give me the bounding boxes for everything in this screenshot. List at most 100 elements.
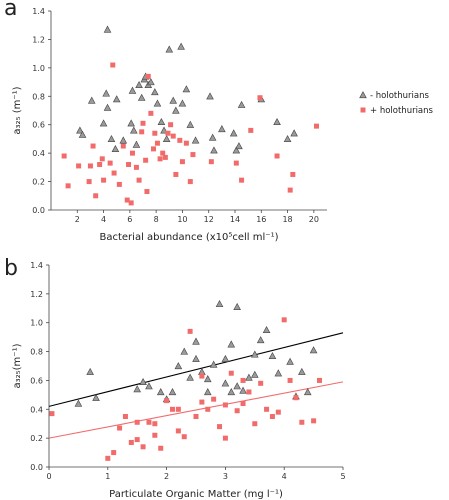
panel-b-point-minus-holothurians <box>186 373 194 381</box>
panel-b-point-minus-holothurians <box>203 375 212 383</box>
panel-a-point-plus-holothurians <box>208 159 214 165</box>
panel-a-point-plus-holothurians <box>120 143 126 149</box>
panel-a-point-plus-holothurians <box>99 156 105 162</box>
panel-a-point-plus-holothurians <box>274 153 280 159</box>
panel-b-point-plus-holothurians <box>246 389 252 395</box>
panel-b-point-minus-holothurians <box>268 351 277 360</box>
panel-b-x-axis-label: Particulate Organic Matter (mg l⁻¹) <box>109 489 283 500</box>
panel-b-point-minus-holothurians <box>227 388 236 396</box>
panel-a-x-tick-label: 8 <box>154 215 159 224</box>
panel-a-point-plus-holothurians <box>151 146 157 152</box>
panel-b-point-minus-holothurians <box>250 350 259 358</box>
panel-b-point-minus-holothurians <box>298 367 306 375</box>
panel-a-x-tick-label: 4 <box>101 215 106 224</box>
panel-b-point-minus-holothurians <box>139 377 147 385</box>
panel-a-y-tick-label: 0.8 <box>32 92 45 101</box>
panel-b-point-plus-holothurians <box>146 419 152 425</box>
panel-a-point-plus-holothurians <box>133 164 139 170</box>
panel-b-point-plus-holothurians <box>252 421 258 427</box>
panel-b-point-plus-holothurians <box>228 370 234 376</box>
panel-b-y-tick-label: 0.0 <box>30 463 43 472</box>
panel-b-point-minus-holothurians <box>92 393 100 401</box>
panel-a-point-minus-holothurians <box>273 117 281 125</box>
panel-a-point-plus-holothurians <box>257 95 263 101</box>
panel-a-y-tick-label: 1.0 <box>32 64 45 73</box>
panel-a-point-minus-holothurians <box>102 89 111 97</box>
panel-a-point-plus-holothurians <box>86 179 92 185</box>
panel-b-point-plus-holothurians <box>264 406 270 412</box>
panel-b-point-minus-holothurians <box>192 354 200 362</box>
panel-b-point-minus-holothurians <box>221 354 230 362</box>
panel-a-point-plus-holothurians <box>165 130 171 136</box>
panel-b-point-plus-holothurians <box>269 414 275 419</box>
panel-a-point-minus-holothurians <box>87 96 96 104</box>
panel-b-point-plus-holothurians <box>152 421 158 427</box>
panel-b-point-minus-holothurians <box>303 388 312 396</box>
panel-b-point-plus-holothurians <box>240 377 246 383</box>
panel-b-point-minus-holothurians <box>286 357 294 365</box>
panel-b-point-plus-holothurians <box>105 455 111 461</box>
panel-b-point-plus-holothurians <box>205 406 211 412</box>
panel-a-point-plus-holothurians <box>144 189 150 195</box>
panel-b-point-minus-holothurians <box>209 360 218 368</box>
panel-a-point-minus-holothurians <box>135 80 143 89</box>
panel-a-point-plus-holothurians <box>128 200 134 206</box>
panel-a-point-plus-holothurians <box>233 160 239 166</box>
panel-b-point-plus-holothurians <box>152 432 158 438</box>
panel-b-y-tick-label: 0.6 <box>30 376 43 385</box>
panel-a-point-minus-holothurians <box>76 126 84 134</box>
panel-a-point-plus-holothurians <box>160 150 166 156</box>
panel-b-x-tick-label: 4 <box>282 472 287 481</box>
panel-a-point-plus-holothurians <box>107 160 113 166</box>
panel-b-point-plus-holothurians <box>158 445 164 451</box>
panel-a-point-plus-holothurians <box>110 62 116 68</box>
panel-a-point-minus-holothurians <box>169 96 178 104</box>
panel-a-x-tick-label: 6 <box>127 215 132 224</box>
panel-b-point-plus-holothurians <box>111 450 117 456</box>
panel-b-point-minus-holothurians <box>203 388 212 396</box>
panel-a-point-plus-holothurians <box>290 171 296 177</box>
panel-a-point-minus-holothurians <box>218 125 226 133</box>
panel-b-point-minus-holothurians <box>239 386 247 394</box>
panel-b-x-tick-label: 1 <box>105 472 110 481</box>
panel-b-point-plus-holothurians <box>217 424 223 430</box>
panel-a-point-minus-holothurians <box>283 134 292 143</box>
panel-b-point-minus-holothurians <box>233 382 241 390</box>
panel-a-point-minus-holothurians <box>186 120 195 128</box>
panel-a-point-plus-holothurians <box>183 140 189 146</box>
panel-b-point-plus-holothurians <box>134 419 140 425</box>
panel-a-point-minus-holothurians <box>290 129 298 137</box>
panel-a-point-minus-holothurians <box>206 92 214 100</box>
panel-a-point-minus-holothurians <box>103 103 112 111</box>
panel-b-point-minus-holothurians <box>215 300 224 308</box>
panel-a-point-plus-holothurians <box>152 130 158 136</box>
panel-b-point-minus-holothurians <box>233 302 241 310</box>
panel-a-point-minus-holothurians <box>107 134 116 143</box>
panel-b-point-minus-holothurians <box>86 367 94 375</box>
panel-b-x-tick-label: 0 <box>46 472 51 481</box>
panel-b-point-minus-holothurians <box>156 388 165 396</box>
panel-a-point-plus-holothurians <box>124 197 130 203</box>
panel-a-x-tick-label: 16 <box>256 215 266 224</box>
panel-a-point-minus-holothurians <box>182 85 191 93</box>
panel-a-point-plus-holothurians <box>101 177 107 183</box>
panel-b-x-tick-label: 5 <box>340 472 345 481</box>
panel-a-point-plus-holothurians <box>248 127 254 133</box>
panel-a-x-tick-label: 18 <box>282 215 292 224</box>
panel-a-letter: a <box>4 0 18 21</box>
panel-a-point-plus-holothurians <box>168 122 174 128</box>
panel-a-y-axis-label: a₃₂₅ (m⁻¹) <box>12 86 23 134</box>
panel-a-point-plus-holothurians <box>287 187 293 193</box>
panel-b-x-tick-label: 3 <box>223 472 228 481</box>
panel-a-x-tick-label: 10 <box>177 215 187 224</box>
panel-b-point-plus-holothurians <box>211 396 217 402</box>
panel-b-point-plus-holothurians <box>199 373 205 379</box>
panel-a-point-plus-holothurians <box>139 129 145 135</box>
panel-a-y-tick-label: 0.4 <box>32 149 45 158</box>
panel-b-point-minus-holothurians <box>309 346 318 354</box>
panel-a-x-tick-label: 12 <box>204 215 214 224</box>
panel-b-point-minus-holothurians <box>262 325 271 334</box>
panel-a-point-minus-holothurians <box>103 25 112 33</box>
legend-minus-marker <box>359 91 367 99</box>
panel-b-point-plus-holothurians <box>299 419 305 425</box>
